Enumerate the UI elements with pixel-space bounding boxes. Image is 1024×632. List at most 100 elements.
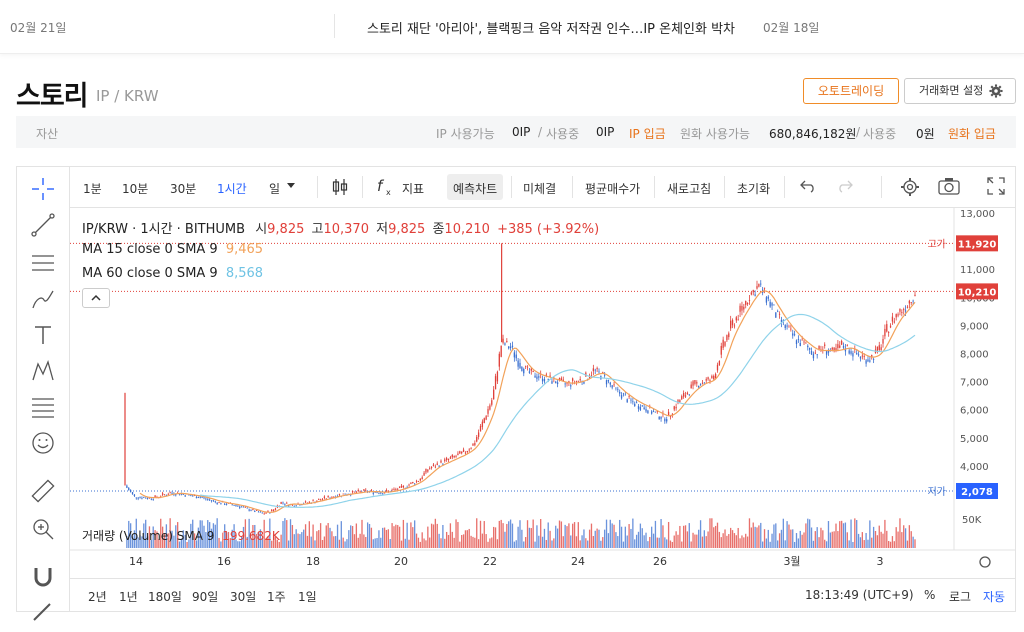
- candle-body: [468, 449, 470, 451]
- volume-bar: [837, 531, 839, 548]
- reset-button[interactable]: 초기화: [737, 182, 771, 196]
- volume-bar: [739, 538, 741, 548]
- candle-body: [775, 312, 777, 318]
- volume-bar: [701, 536, 704, 548]
- redo-icon[interactable]: [837, 179, 853, 193]
- text-tool-icon[interactable]: [30, 322, 56, 348]
- candle-body: [750, 292, 753, 295]
- chevron-down-icon[interactable]: [287, 183, 295, 189]
- volume-bar: [607, 533, 610, 548]
- candle-body: [146, 498, 149, 499]
- candle-body: [538, 376, 540, 378]
- volume-bar: [728, 534, 730, 548]
- price-chart[interactable]: 13,00012,00011,00010,0009,0008,0007,0006…: [70, 208, 1016, 578]
- trend-line-icon[interactable]: [30, 212, 56, 238]
- last-price-tag: 10,210: [958, 287, 997, 298]
- fib-icon[interactable]: [30, 394, 56, 420]
- ip-deposit-link[interactable]: IP 입금: [629, 127, 666, 141]
- range-180d[interactable]: 180일: [148, 590, 182, 604]
- candle-body: [325, 498, 327, 500]
- volume-bar: [652, 533, 655, 548]
- emoji-icon[interactable]: [30, 430, 56, 456]
- undo-icon[interactable]: [800, 179, 816, 193]
- candle-body: [455, 455, 457, 457]
- volume-bar: [483, 521, 485, 548]
- range-1d[interactable]: 1일: [298, 590, 317, 604]
- settings-gear-icon[interactable]: [900, 177, 920, 197]
- y-tick-label: 4,000: [960, 462, 989, 473]
- avg-price-button[interactable]: 평균매수가: [585, 182, 641, 196]
- low-label: 저: [376, 222, 389, 237]
- candle-body: [355, 492, 358, 494]
- scale-settings-icon[interactable]: [979, 556, 991, 568]
- clock-time[interactable]: 18:13:49 (UTC+9): [805, 588, 914, 602]
- candle-body: [397, 489, 399, 491]
- volume-bar: [325, 525, 327, 548]
- volume-bar: [888, 540, 890, 548]
- volume-bar: [666, 539, 668, 548]
- volume-bar: [451, 531, 453, 548]
- volume-bar: [453, 537, 455, 548]
- candle-body: [427, 469, 429, 472]
- interval-1m[interactable]: 1분: [83, 182, 102, 196]
- range-30d[interactable]: 30일: [230, 590, 257, 604]
- magnet-icon[interactable]: [30, 564, 56, 590]
- interval-1h[interactable]: 1시간: [217, 182, 247, 196]
- auto-toggle[interactable]: 자동: [983, 590, 1006, 604]
- volume-bar: [822, 530, 824, 548]
- range-90d[interactable]: 90일: [192, 590, 219, 604]
- volume-bar: [237, 541, 239, 548]
- volume-bar: [524, 537, 527, 548]
- candle-body: [686, 392, 689, 395]
- candle-body: [656, 411, 658, 412]
- zoom-in-icon[interactable]: [30, 516, 56, 542]
- volume-bar: [336, 524, 339, 548]
- volume-bar: [754, 526, 756, 548]
- pencil-icon[interactable]: [30, 598, 56, 624]
- refresh-button[interactable]: 새로고침: [667, 182, 712, 196]
- candle-body: [579, 379, 581, 381]
- interval-10m[interactable]: 10분: [122, 182, 149, 196]
- candle-body: [754, 294, 756, 296]
- interval-day[interactable]: 일: [269, 182, 281, 196]
- fullscreen-icon[interactable]: [987, 177, 1005, 195]
- volume-bar: [515, 540, 517, 548]
- volume-bar: [434, 518, 437, 548]
- camera-icon[interactable]: [938, 177, 960, 195]
- news-headline[interactable]: 스토리 재단 '아리아', 블랙핑크 음악 저작권 인수…IP 온체인화 박차: [367, 22, 736, 37]
- ma60-line: [200, 313, 916, 508]
- range-1w[interactable]: 1주: [267, 590, 286, 604]
- volume-bar: [312, 524, 314, 548]
- volume-bar: [293, 534, 295, 548]
- volume-bar: [671, 541, 674, 548]
- auto-trading-button[interactable]: 오토트레이딩: [803, 78, 899, 104]
- crosshair-icon[interactable]: [30, 176, 56, 202]
- brush-icon[interactable]: [30, 286, 56, 312]
- volume-bar: [481, 533, 484, 548]
- indicator-button[interactable]: 지표: [402, 182, 425, 196]
- range-2y[interactable]: 2년: [88, 590, 107, 604]
- log-toggle[interactable]: 로그: [949, 590, 972, 604]
- krw-deposit-link[interactable]: 원화 입금: [948, 127, 996, 141]
- pattern-icon[interactable]: [30, 358, 56, 384]
- drawing-toolbar: [16, 166, 70, 621]
- candle-body: [829, 350, 832, 352]
- candle-body: [572, 378, 574, 381]
- horizontal-lines-icon[interactable]: [30, 250, 56, 276]
- predict-chart-button[interactable]: 예측차트: [453, 182, 498, 196]
- ruler-icon[interactable]: [30, 478, 56, 504]
- percent-toggle[interactable]: %: [924, 588, 936, 602]
- krw-available-label: 원화 사용가능: [680, 127, 751, 141]
- candlestick-icon[interactable]: [332, 177, 348, 197]
- candle-body: [620, 395, 623, 399]
- candle-body: [287, 504, 290, 507]
- candle-body: [643, 407, 645, 410]
- range-1y[interactable]: 1년: [119, 590, 138, 604]
- volume-bar: [511, 523, 514, 548]
- candle-body: [178, 494, 181, 496]
- screen-settings-button[interactable]: 거래화면 설정: [904, 78, 1016, 104]
- collapse-legend-button[interactable]: [82, 288, 110, 308]
- interval-30m[interactable]: 30분: [170, 182, 197, 196]
- open-orders-button[interactable]: 미체결: [523, 182, 557, 196]
